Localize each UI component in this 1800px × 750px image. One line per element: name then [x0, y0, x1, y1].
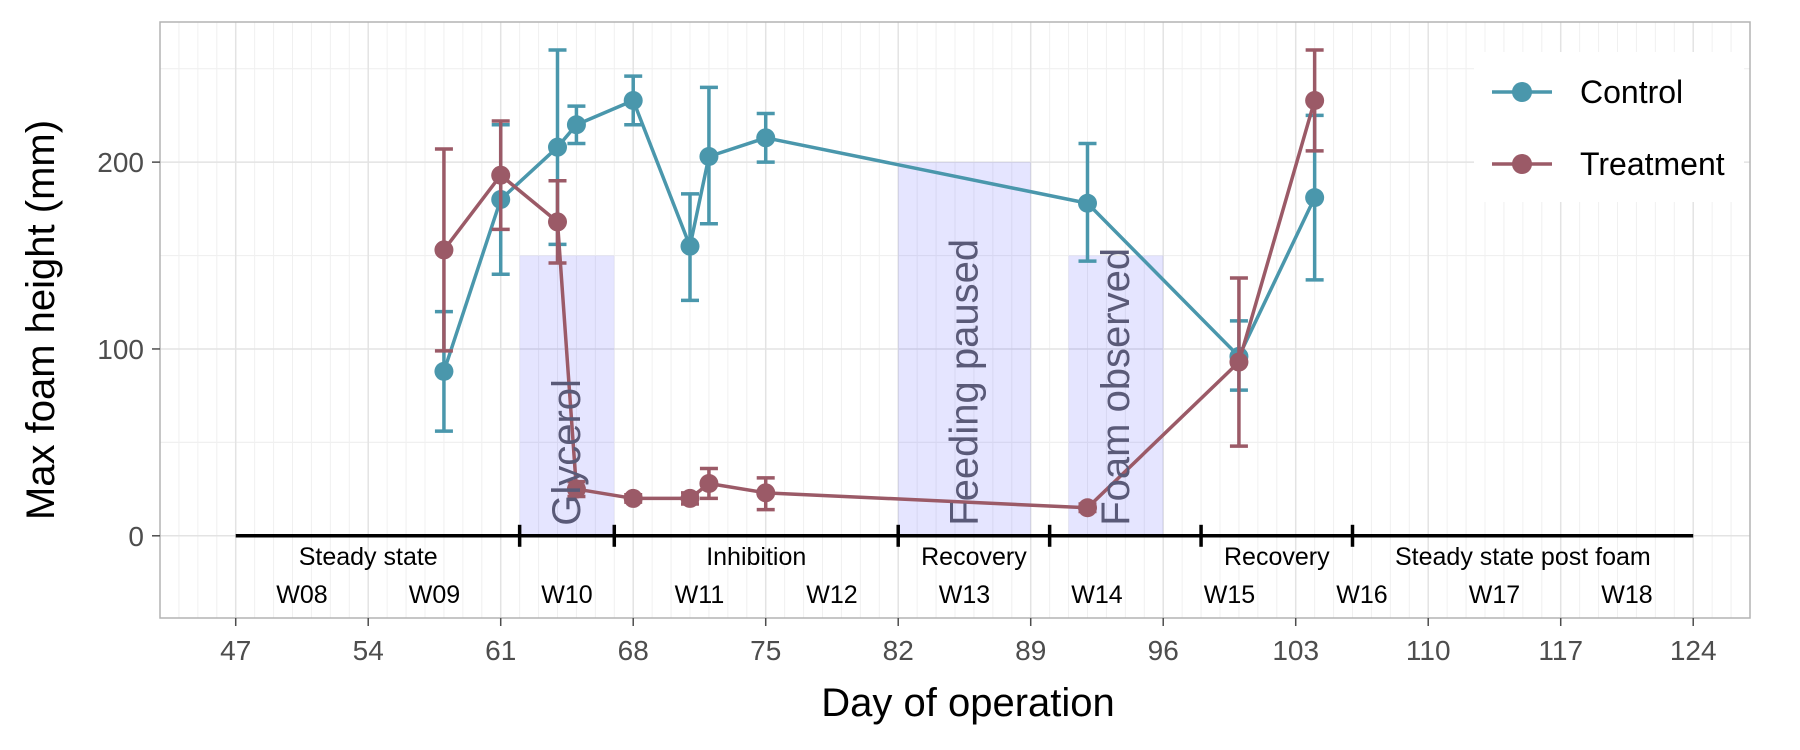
week-label: W13 [939, 581, 990, 609]
week-label: W14 [1071, 581, 1123, 609]
x-tick-label: 89 [1015, 635, 1046, 666]
region-label: Glycerol [545, 379, 589, 526]
legend-label: Control [1580, 74, 1683, 110]
phase-label: Steady state post foam [1395, 543, 1651, 571]
data-point [434, 361, 454, 381]
legend-key-point [1512, 82, 1532, 102]
y-tick-label: 200 [97, 147, 144, 178]
x-tick-label: 96 [1148, 635, 1179, 666]
week-label: W09 [409, 581, 460, 609]
data-point [1229, 352, 1249, 372]
shaded-region [898, 162, 1031, 536]
x-axis-title: Day of operation [821, 681, 1115, 725]
region-label: Foam observed [1094, 248, 1138, 526]
phase-label: Recovery [1224, 543, 1330, 571]
phase-label: Steady state [299, 543, 438, 571]
minor-gridlines [159, 22, 1751, 618]
data-point [491, 165, 511, 185]
data-point [434, 240, 454, 260]
x-tick-label: 68 [618, 635, 649, 666]
week-label: W15 [1204, 581, 1255, 609]
data-point [623, 90, 643, 110]
week-label: W17 [1469, 581, 1520, 609]
series-treatment [434, 48, 1325, 518]
x-tick-label: 124 [1670, 635, 1717, 666]
x-tick-label: 75 [750, 635, 781, 666]
data-point [548, 137, 567, 157]
y-tick-label: 0 [128, 521, 144, 552]
x-tick-label: 54 [353, 635, 384, 666]
data-point [756, 483, 776, 503]
data-point [699, 473, 719, 493]
data-point [680, 236, 700, 256]
y-axis-title: Max foam height (mm) [19, 120, 63, 520]
data-point [566, 115, 586, 135]
phase-timeline: Steady state Inhibition Recovery Recovery St… [235, 524, 1694, 609]
week-label: W16 [1336, 581, 1387, 609]
week-label: W10 [541, 581, 592, 609]
x-tick-label: 103 [1272, 635, 1319, 666]
shaded-regions [519, 162, 1164, 536]
x-tick-label: 117 [1538, 635, 1583, 666]
data-point [756, 128, 776, 148]
region-label: Feeding paused [942, 239, 986, 526]
x-tick-label: 47 [220, 635, 251, 666]
data-point [1078, 193, 1097, 213]
week-label: W08 [276, 581, 327, 609]
x-axis-ticks: 47 54 61 68 75 82 89 96 103 110 117 124 [220, 618, 1717, 666]
y-tick-label: 100 [97, 334, 144, 365]
phase-label: Recovery [921, 543, 1027, 571]
week-label: W18 [1601, 581, 1652, 609]
phase-label: Inhibition [706, 543, 806, 571]
legend-box [1474, 52, 1744, 202]
data-point [548, 212, 567, 232]
data-point [1078, 498, 1097, 518]
shaded-region [1068, 255, 1164, 536]
legend-key-point [1512, 154, 1532, 174]
y-axis-ticks: 0 100 200 [97, 147, 160, 552]
region-labels: Glycerol Feeding paused Foam observed [545, 239, 1138, 526]
x-tick-label: 61 [485, 635, 516, 666]
x-tick-label: 82 [883, 635, 914, 666]
plot-border [159, 21, 1751, 619]
legend-label: Treatment [1580, 146, 1725, 182]
data-point [566, 479, 586, 499]
data-point [699, 147, 719, 167]
week-label: W11 [675, 581, 725, 609]
legend: Control Treatment [1474, 52, 1744, 202]
data-point [1305, 90, 1325, 110]
data-point [623, 488, 643, 508]
x-tick-label: 110 [1406, 635, 1451, 666]
week-label: W12 [806, 581, 857, 609]
data-point [680, 488, 700, 508]
data-series [434, 48, 1325, 518]
data-point [1305, 188, 1325, 208]
